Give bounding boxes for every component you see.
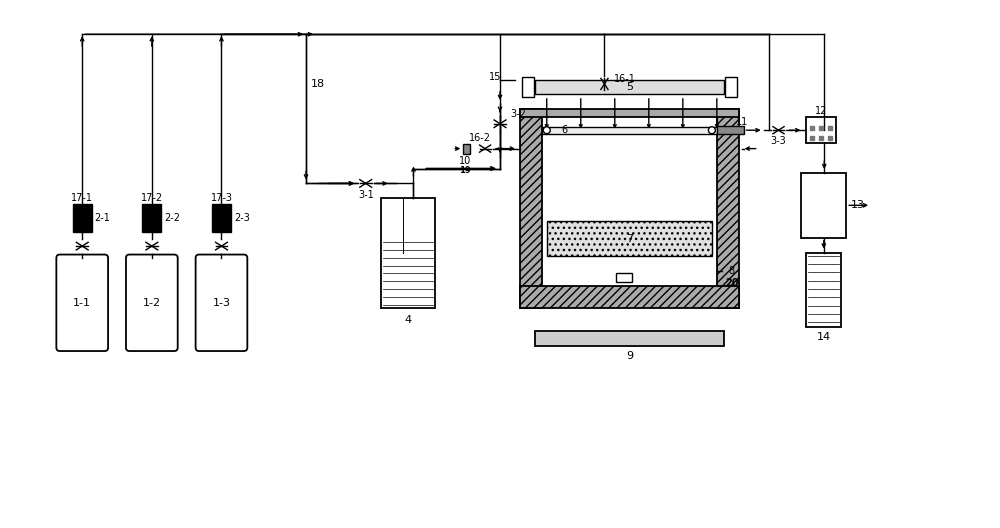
Text: 5: 5: [626, 82, 633, 92]
Bar: [542, 127, 717, 134]
Text: 2-2: 2-2: [164, 213, 180, 223]
Bar: [463, 144, 470, 154]
Bar: [522, 77, 534, 97]
Bar: [535, 80, 724, 94]
Bar: [806, 252, 841, 327]
Text: 1-2: 1-2: [143, 298, 161, 308]
Text: 4: 4: [404, 315, 412, 325]
Text: 11: 11: [736, 117, 748, 127]
Text: 2-1: 2-1: [95, 213, 111, 223]
Text: 16-1: 16-1: [614, 74, 636, 84]
Bar: [520, 109, 739, 117]
Bar: [542, 117, 717, 286]
Bar: [717, 126, 744, 134]
Bar: [520, 109, 542, 308]
Text: 14: 14: [817, 332, 831, 342]
Text: 18: 18: [311, 79, 325, 89]
Bar: [142, 204, 161, 232]
FancyBboxPatch shape: [196, 254, 247, 351]
Text: 12: 12: [815, 106, 827, 116]
Text: 2-3: 2-3: [234, 213, 250, 223]
Text: 3-1: 3-1: [358, 191, 374, 200]
Text: 17-3: 17-3: [210, 193, 232, 203]
Text: 9: 9: [626, 351, 633, 361]
Text: 20: 20: [725, 278, 739, 288]
Text: 15: 15: [489, 72, 501, 82]
Bar: [547, 221, 712, 256]
Text: 17-2: 17-2: [141, 193, 163, 203]
FancyBboxPatch shape: [126, 254, 178, 351]
Text: 1-1: 1-1: [73, 298, 91, 308]
Bar: [535, 331, 724, 345]
Circle shape: [708, 127, 715, 134]
Bar: [212, 204, 231, 232]
Text: 7: 7: [626, 233, 633, 243]
Text: 19: 19: [459, 166, 471, 175]
Text: 16-2: 16-2: [469, 133, 491, 143]
Text: 1-3: 1-3: [212, 298, 230, 308]
Text: 3-2: 3-2: [510, 109, 526, 119]
Bar: [717, 109, 739, 308]
FancyBboxPatch shape: [56, 254, 108, 351]
Text: 3-3: 3-3: [771, 136, 786, 146]
Bar: [616, 273, 632, 282]
Text: 8: 8: [729, 266, 735, 276]
Text: 13: 13: [851, 200, 865, 210]
Bar: [806, 117, 836, 143]
Circle shape: [543, 127, 550, 134]
Bar: [801, 173, 846, 238]
Bar: [73, 204, 92, 232]
Bar: [725, 77, 737, 97]
Bar: [520, 286, 739, 308]
Text: 17-1: 17-1: [71, 193, 93, 203]
Text: 10: 10: [459, 156, 471, 166]
Text: 6: 6: [562, 125, 568, 135]
Bar: [381, 199, 435, 308]
